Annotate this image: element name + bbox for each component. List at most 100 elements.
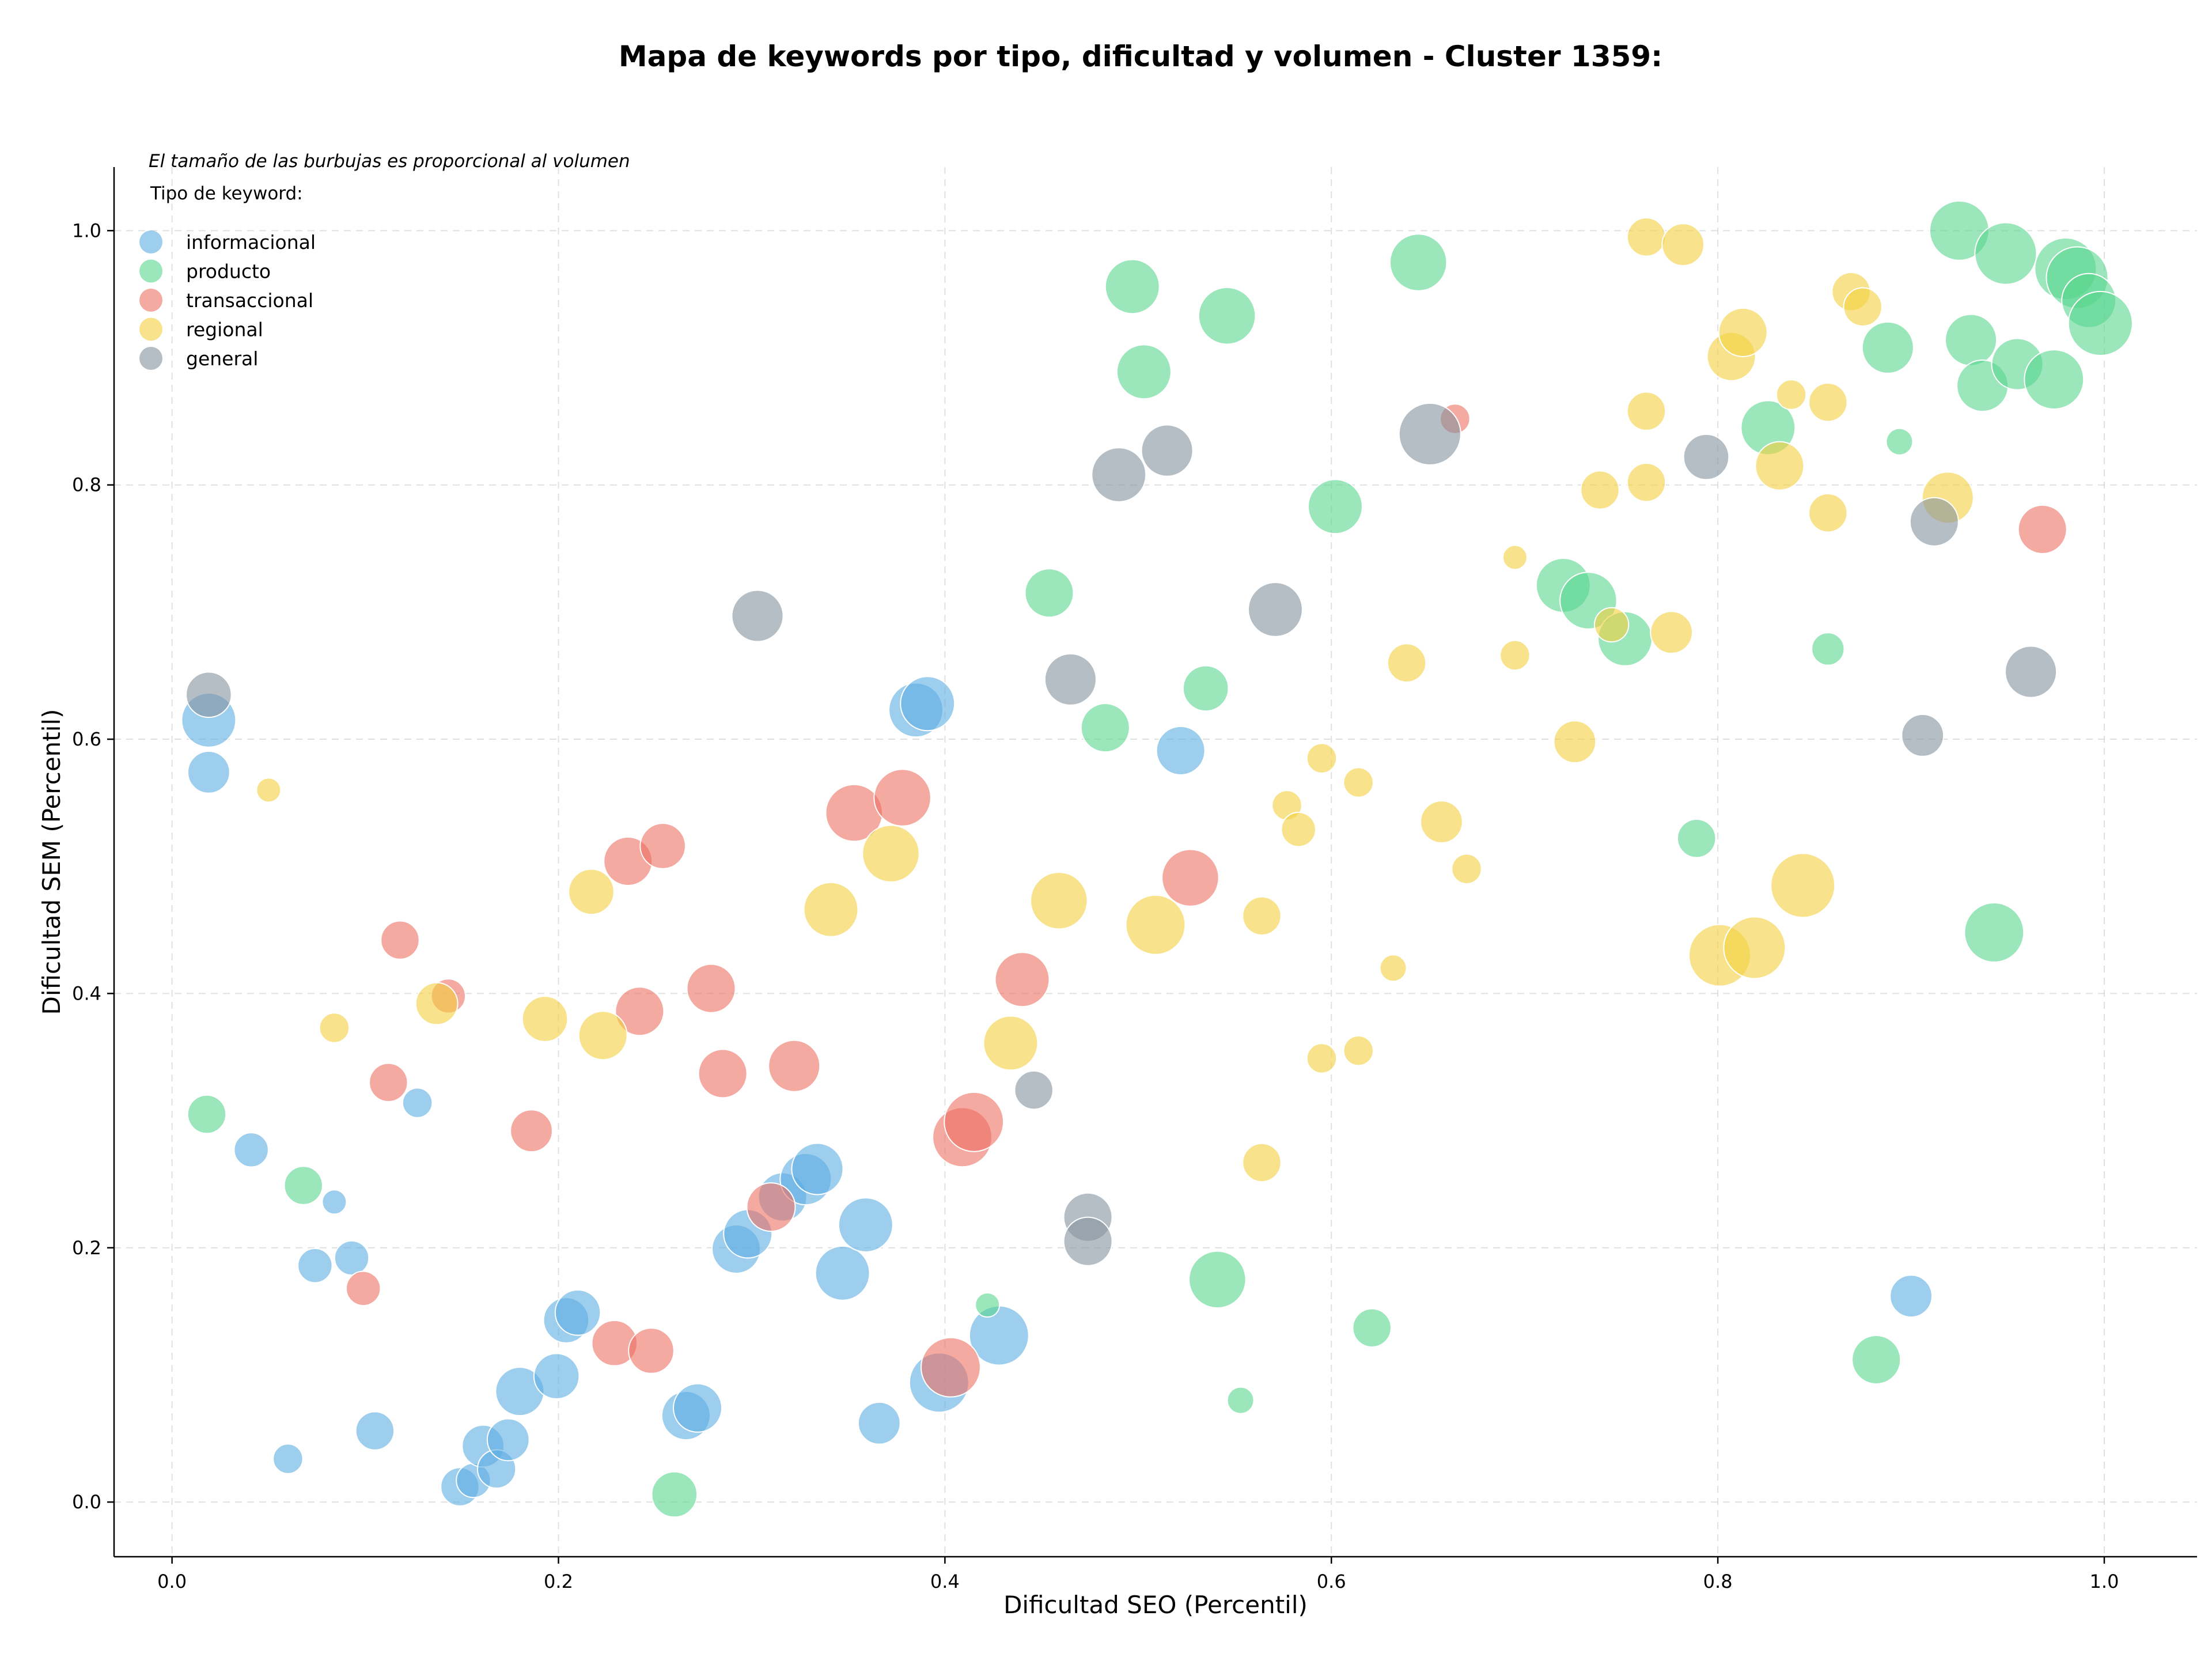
bubble-regional [1306, 1043, 1338, 1074]
bubble-transaccional [698, 1049, 748, 1099]
bubble-informacional [272, 1443, 304, 1474]
bubble-producto [1080, 703, 1130, 753]
bubble-general [1063, 1216, 1113, 1266]
bubble-producto [1811, 632, 1845, 666]
bubble-transaccional [873, 769, 931, 827]
bubble-informacional [402, 1087, 433, 1118]
legend: El tamaño de las burbujas es proporciona… [139, 151, 630, 370]
bubble-regional [1843, 287, 1883, 327]
bubble-regional [1723, 916, 1786, 979]
bubble-transaccional [686, 963, 736, 1013]
bubble-producto [1352, 1308, 1392, 1348]
bubble-regional [1626, 463, 1666, 502]
bubble-producto [1944, 313, 1998, 366]
bubble-producto [1226, 1386, 1255, 1414]
bubble-informacional [857, 1401, 901, 1445]
legend-marker-general [139, 347, 162, 370]
bubble-regional [803, 881, 859, 937]
legend-label-informacional: informacional [186, 231, 316, 253]
bubble-regional [1808, 383, 1848, 422]
bubble-general [1909, 497, 1959, 547]
bubble-regional [1626, 391, 1666, 431]
bubble-producto [1964, 902, 2025, 963]
bubble-informacional [334, 1240, 370, 1276]
bubble-producto [1182, 665, 1229, 712]
bubble-size-note: El tamaño de las burbujas es proporciona… [149, 151, 630, 172]
x-tick-label: 1.0 [2090, 1571, 2119, 1592]
bubble-informacional [791, 1142, 844, 1195]
y-tick-label: 0.0 [72, 1491, 101, 1513]
bubble-regional [1593, 607, 1630, 643]
legend-label-producto: producto [186, 260, 271, 283]
bubble-regional [1553, 720, 1597, 763]
bubble-informacional [321, 1189, 347, 1215]
y-tick-label: 1.0 [72, 220, 101, 241]
bubble-regional [1626, 217, 1666, 257]
grid [114, 167, 2197, 1557]
bubble-general [1044, 653, 1097, 706]
bubble-general [185, 671, 232, 718]
bubble-producto [975, 1292, 1001, 1318]
bubble-regional [256, 777, 282, 803]
bubble-producto [283, 1166, 323, 1205]
bubble-regional [1125, 894, 1186, 955]
y-tick-label: 0.2 [72, 1237, 101, 1259]
bubble-informacional [233, 1132, 269, 1168]
bubble-producto [1104, 259, 1160, 315]
legend-items: informacional producto transaccional region… [139, 230, 316, 370]
y-tick-label: 0.6 [72, 728, 101, 750]
bubble-regional [578, 1011, 628, 1061]
y-tick-label: 0.8 [72, 474, 101, 496]
bubble-regional [1808, 493, 1848, 533]
bubble-regional [1650, 611, 1693, 654]
bubble-informacional [486, 1418, 530, 1462]
bubble-regional [1281, 812, 1316, 847]
legend-marker-producto [139, 259, 162, 283]
bubble-transaccional [1161, 849, 1219, 907]
bubble-transaccional [369, 1062, 408, 1103]
x-tick-label: 0.6 [1317, 1571, 1346, 1592]
legend-title: Tipo de keyword: [150, 183, 303, 204]
bubble-regional [1420, 800, 1463, 843]
legend-label-transaccional: transaccional [186, 289, 313, 312]
bubble-transaccional [920, 1337, 981, 1398]
bubble-regional [1306, 743, 1338, 774]
bubble-transaccional [615, 986, 665, 1036]
bubble-general [1091, 447, 1147, 502]
bubble-regional [521, 996, 569, 1042]
legend-marker-transaccional [139, 289, 162, 312]
bubble-transaccional [768, 1039, 821, 1092]
bubble-producto [1307, 479, 1363, 535]
bubble-general [1398, 402, 1461, 466]
bubble-regional [1343, 1035, 1374, 1066]
bubble-producto [187, 1094, 227, 1134]
x-tick-label: 0.2 [544, 1571, 573, 1592]
bubble-general [1683, 433, 1730, 480]
bubble-producto [1188, 1250, 1247, 1309]
bubble-informacional [187, 751, 230, 794]
bubble-general [1248, 581, 1303, 637]
bubble-regional [1755, 441, 1805, 491]
bubble-layer [181, 200, 2133, 1518]
bubble-regional [1451, 853, 1482, 884]
bubble-transaccional [994, 952, 1050, 1008]
chart-title: Mapa de keywords por tipo, dificultad y … [619, 40, 1662, 73]
bubble-regional [1242, 896, 1282, 936]
bubble-regional [568, 868, 615, 915]
bubble-producto [1974, 222, 2037, 285]
bubble-informacional [554, 1289, 601, 1336]
axes [113, 167, 2197, 1558]
bubble-informacional [838, 1197, 893, 1253]
x-tick-label: 0.8 [1703, 1571, 1733, 1592]
bubble-transaccional [746, 1182, 796, 1232]
bubble-transaccional [628, 1327, 675, 1374]
bubble-informacional [297, 1247, 333, 1284]
legend-marker-regional [139, 317, 162, 341]
bubble-regional [1379, 954, 1407, 982]
bubble-general [2004, 645, 2058, 698]
bubble-producto [1885, 427, 1914, 456]
bubble-regional [319, 1012, 350, 1043]
bubble-producto [1024, 568, 1074, 618]
bubble-regional [1387, 643, 1427, 683]
bubble-transaccional [380, 920, 420, 960]
